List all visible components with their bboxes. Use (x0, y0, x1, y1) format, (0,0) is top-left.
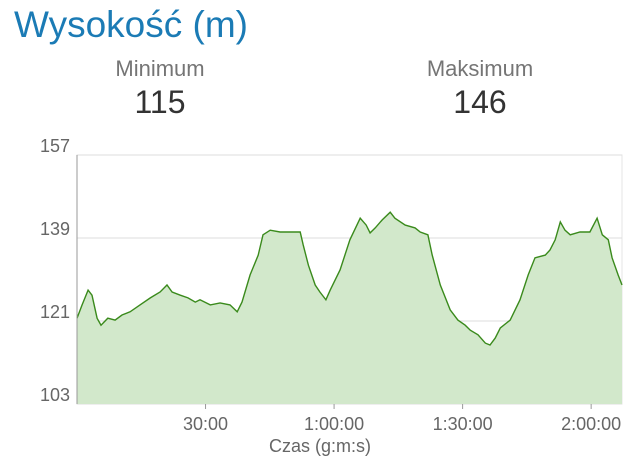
y-tick-label: 157 (40, 136, 70, 156)
stat-value: 115 (134, 84, 186, 120)
y-tick-label: 103 (40, 385, 70, 405)
stat-label: Maksimum (426, 56, 534, 81)
stat-value: 146 (453, 84, 507, 120)
stat-max: Maksimum 146 (380, 56, 580, 121)
page-title: Wysokość (m) (14, 4, 248, 45)
y-tick-label: 139 (40, 219, 70, 239)
x-tick-label: 2:00:00 (561, 414, 621, 434)
x-tick-label: 30:00 (183, 414, 228, 434)
line (76, 211, 623, 346)
x-tick-label: 1:00:00 (304, 414, 364, 434)
x-tick-label: 1:30:00 (433, 414, 493, 434)
area (77, 212, 622, 404)
x-axis-label: Czas (g:m:s) (269, 436, 371, 456)
y-tick-label: 121 (40, 302, 70, 322)
stat-label: Minimum (115, 56, 205, 81)
stat-min: Minimum 115 (60, 56, 260, 121)
